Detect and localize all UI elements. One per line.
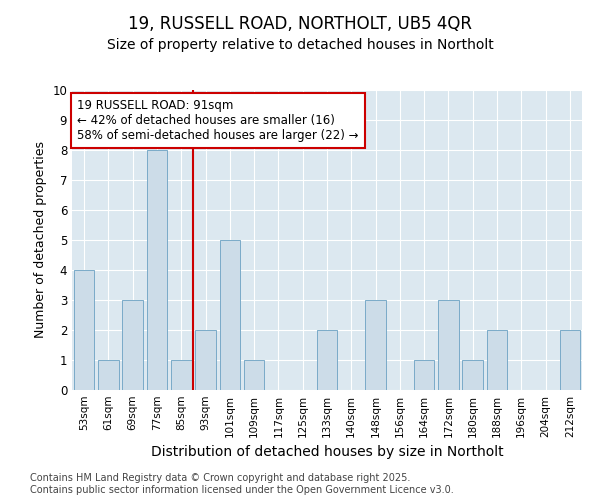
Bar xyxy=(195,330,216,390)
Bar xyxy=(220,240,240,390)
Bar xyxy=(560,330,580,390)
Bar xyxy=(146,150,167,390)
Bar xyxy=(438,300,459,390)
Text: Contains HM Land Registry data © Crown copyright and database right 2025.
Contai: Contains HM Land Registry data © Crown c… xyxy=(30,474,454,495)
Bar xyxy=(171,360,191,390)
Bar xyxy=(98,360,119,390)
Text: 19, RUSSELL ROAD, NORTHOLT, UB5 4QR: 19, RUSSELL ROAD, NORTHOLT, UB5 4QR xyxy=(128,15,472,33)
Bar xyxy=(74,270,94,390)
Bar xyxy=(244,360,265,390)
Bar xyxy=(414,360,434,390)
Text: 19 RUSSELL ROAD: 91sqm
← 42% of detached houses are smaller (16)
58% of semi-det: 19 RUSSELL ROAD: 91sqm ← 42% of detached… xyxy=(77,99,359,142)
Text: Size of property relative to detached houses in Northolt: Size of property relative to detached ho… xyxy=(107,38,493,52)
Bar xyxy=(487,330,508,390)
Bar xyxy=(317,330,337,390)
Bar xyxy=(365,300,386,390)
Bar xyxy=(122,300,143,390)
Bar xyxy=(463,360,483,390)
X-axis label: Distribution of detached houses by size in Northolt: Distribution of detached houses by size … xyxy=(151,446,503,460)
Y-axis label: Number of detached properties: Number of detached properties xyxy=(34,142,47,338)
